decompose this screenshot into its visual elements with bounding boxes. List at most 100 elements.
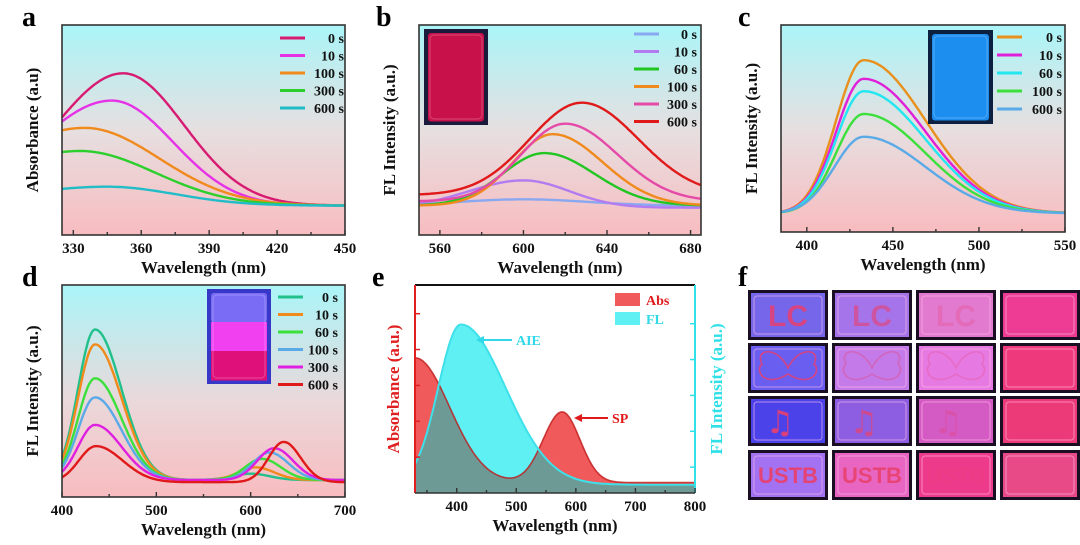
legend-label: 0 s (322, 291, 339, 306)
series-line-600s (61, 185, 345, 207)
x-tick-label: 600 (512, 241, 535, 257)
x-tick-label: 450 (334, 241, 357, 257)
x-axis-label: Wavelength (nm) (860, 255, 985, 274)
photo-film (835, 346, 909, 390)
inset-photo-band (211, 293, 267, 323)
legend-label: 60 s (315, 326, 339, 341)
legend-label: 300 s (667, 98, 698, 113)
series-line-100s (418, 133, 702, 207)
legend-label: 10 s (674, 46, 698, 61)
x-tick-label: 560 (429, 241, 452, 257)
photo-border (837, 401, 907, 441)
photo-cell (748, 343, 828, 393)
panel-a: a 0 s 10 s 100 s 300 s 600 s Absorbance (a.u) 3… (22, 2, 356, 277)
photo-film (1003, 453, 1077, 497)
photo-film (919, 293, 993, 337)
photo-film (751, 453, 825, 497)
x-tick-label: 800 (684, 499, 707, 515)
photo-pattern-text: USTB (842, 463, 902, 488)
panel-e: e Abs FL AIE SP Absorbance (a.u.) FL Intensity… (372, 262, 726, 535)
y-axis-label-right: FL Intensity (a.u.) (707, 323, 726, 454)
x-tick-label: 500 (145, 503, 168, 519)
inset-photo-band (932, 34, 989, 121)
series-line-300s (61, 423, 345, 482)
legend-label: 300 s (314, 85, 345, 100)
panel-letter: f (738, 262, 748, 293)
photo-border (753, 455, 823, 495)
series-line-0s (419, 198, 701, 207)
photo-cell: USTB (916, 450, 996, 500)
photo-border (1005, 455, 1075, 495)
photo-border (921, 455, 991, 495)
x-axis-label: Wavelength (nm) (141, 520, 266, 539)
panel-letter: c (738, 2, 750, 33)
music-note-icon: ♫ (934, 403, 963, 441)
panel-letter: b (376, 2, 392, 33)
legend-label: 600 s (314, 102, 345, 117)
x-axis-label: Wavelength (nm) (492, 516, 617, 535)
photo-film (835, 399, 909, 443)
annotation-label-aie: AIE (516, 334, 541, 349)
photo-pattern-text: LC (852, 300, 892, 333)
x-axis-label: Wavelength (nm) (141, 258, 266, 277)
photo-pattern-text: LC (936, 300, 976, 333)
legend-label: 100 s (667, 81, 698, 96)
photo-border (921, 401, 991, 441)
photo-cell (1000, 290, 1080, 340)
panel-b: b 0 s 10 s 60 s 100 s 300 s 600 s FL Intensity … (376, 2, 702, 277)
y-axis-label: FL Intensity (a.u.) (23, 325, 42, 456)
series-line-600s (61, 440, 345, 484)
x-tick-label: 360 (130, 241, 153, 257)
legend-label: 100 s (314, 67, 345, 82)
abs-line (414, 357, 695, 484)
butterfly-icon (758, 351, 818, 381)
y-axis-label-left: Absorbance (a.u.) (384, 325, 403, 454)
legend-label: 60 s (674, 63, 698, 78)
photo-film (919, 399, 993, 443)
photo-cell (1000, 343, 1080, 393)
photo-cell (1000, 396, 1080, 446)
series-line-300s (419, 122, 702, 203)
photo-border (921, 295, 991, 335)
photo-border (1005, 348, 1075, 388)
photo-border (1005, 295, 1075, 335)
legend-label: 100 s (308, 344, 339, 359)
y-axis-label: Absorbance (a.u) (23, 68, 42, 193)
x-tick-label: 600 (239, 503, 262, 519)
fl-line (414, 323, 695, 486)
legend-label: 60 s (1039, 67, 1063, 82)
inset-photo-band (428, 33, 484, 122)
legend-label: 300 s (308, 361, 339, 376)
annotation-label-sp: SP (612, 412, 629, 427)
photo-film (919, 346, 993, 390)
legend-swatch-abs (615, 293, 640, 306)
x-tick-label: 400 (796, 238, 819, 254)
photo-border (753, 348, 823, 388)
legend-label: 10 s (315, 309, 339, 324)
legend-label: 0 s (328, 32, 345, 47)
x-tick-label: 700 (334, 503, 357, 519)
abs-area (415, 357, 695, 493)
x-tick-label: 600 (565, 499, 588, 515)
photo-pattern-text: USTB (926, 463, 986, 488)
series-line-10s (418, 179, 701, 209)
x-tick-label: 500 (505, 499, 528, 515)
series-line-600s (780, 135, 1065, 215)
legend-label: 600 s (1032, 103, 1063, 118)
arrowhead-icon (476, 336, 484, 344)
photo-border (753, 295, 823, 335)
panel-letter: d (22, 262, 38, 293)
legend-label-abs: Abs (646, 294, 670, 309)
panel-letter: a (22, 2, 36, 33)
photo-cell: LC (748, 290, 828, 340)
photo-cell (916, 343, 996, 393)
panel-d: d 0 s 10 s 60 s 100 s 300 s 600 s FL Intensity … (22, 262, 356, 539)
photo-border (1005, 401, 1075, 441)
music-note-icon: ♫ (766, 403, 795, 441)
plot-background (62, 285, 345, 497)
inset-photo-band (211, 351, 267, 381)
panel-f: f LC LC LC ♫ ♫ ♫ USTB USTB USTB (738, 262, 1080, 500)
plot-background (62, 25, 345, 235)
photo-cell: USTB (748, 450, 828, 500)
